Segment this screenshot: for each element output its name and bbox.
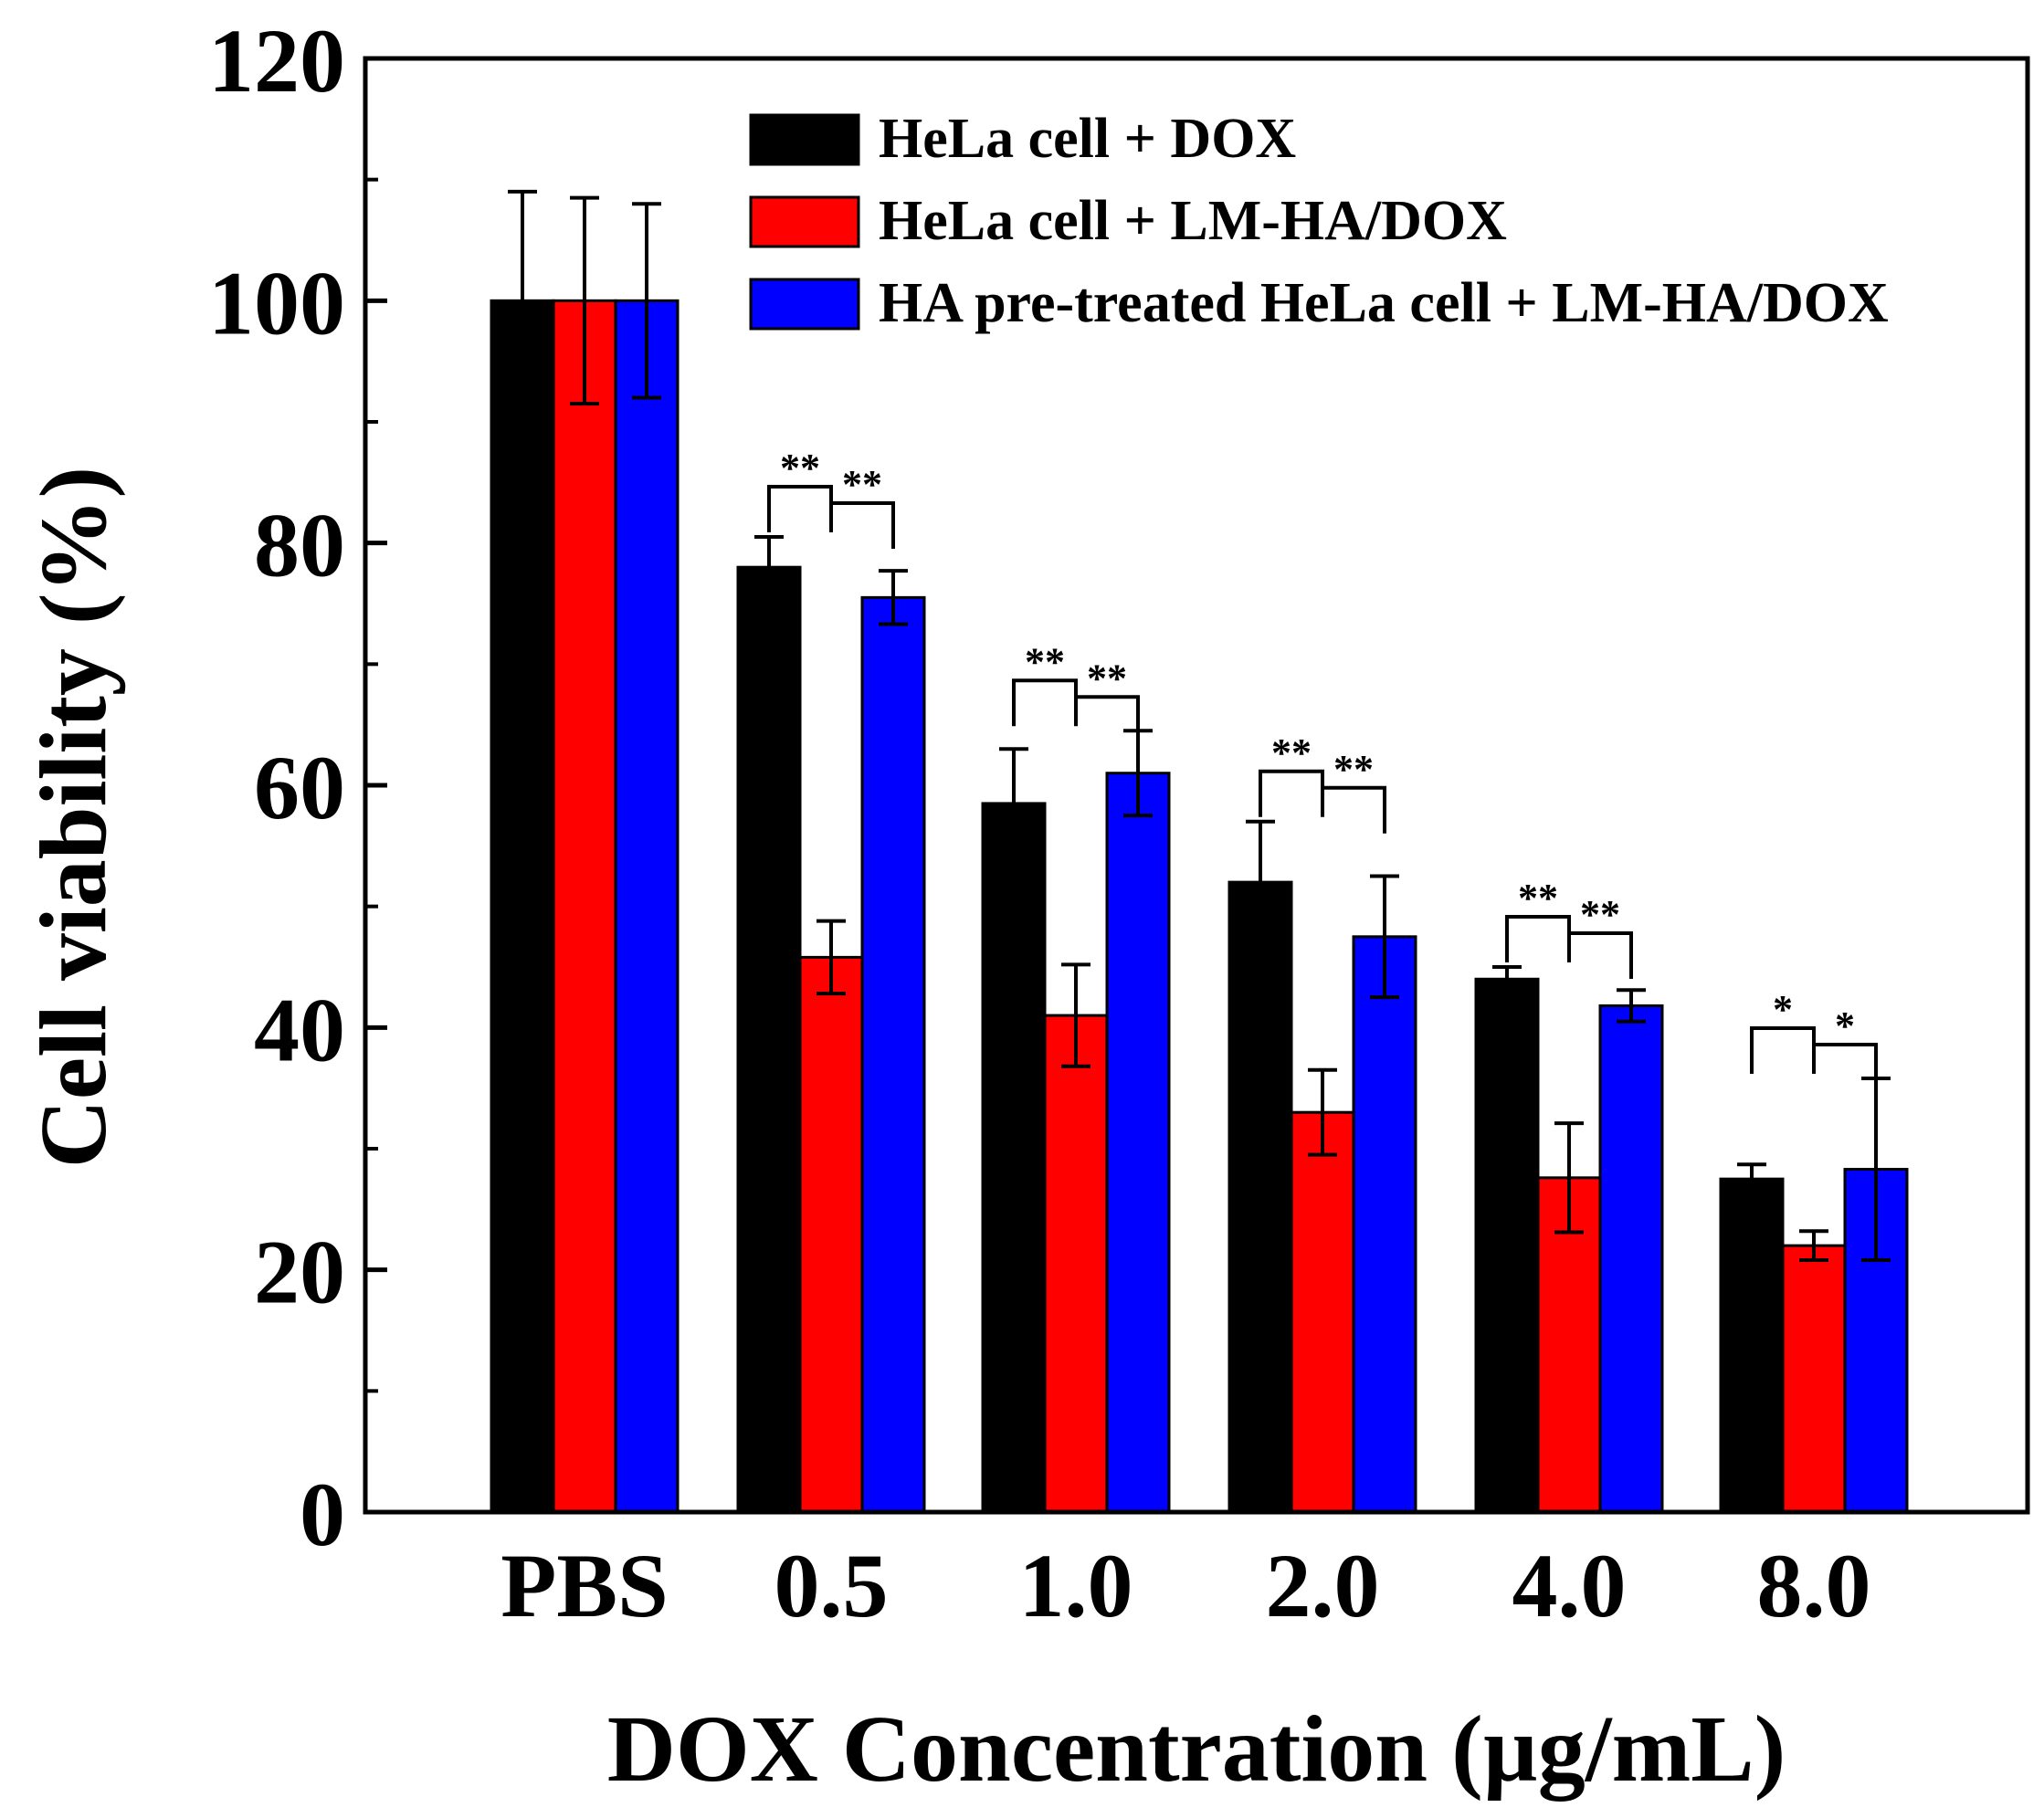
legend-swatch — [749, 278, 860, 331]
legend-item-2: HeLa cell + LM-HA/DOX — [749, 190, 1507, 252]
bar-3-0.5 — [860, 595, 926, 1514]
bracket-right — [1322, 785, 1386, 834]
bar-3-PBS — [614, 299, 680, 1514]
significance-label-left: ** — [1271, 730, 1312, 775]
bracket-left — [1259, 769, 1324, 817]
bar-2-PBS — [552, 299, 617, 1514]
bar-1-8.0 — [1719, 1177, 1785, 1514]
x-tick-label: 0.5 — [774, 1535, 889, 1636]
bar-1-2.0 — [1227, 880, 1293, 1514]
error-bar-1-1.0 — [999, 747, 1028, 860]
significance-label-left: ** — [1518, 876, 1558, 920]
y-tick-label: 60 — [254, 737, 345, 838]
legend: HeLa cell + DOX HeLa cell + LM-HA/DOX HA p… — [749, 108, 1889, 334]
x-tick-label: 4.0 — [1512, 1535, 1627, 1636]
legend-label: HeLa cell + DOX — [879, 108, 1296, 170]
y-tick-label: 20 — [254, 1222, 345, 1323]
bar-3-4.0 — [1598, 1004, 1664, 1514]
significance-label-left: ** — [780, 446, 820, 490]
bar-1-PBS — [490, 299, 555, 1514]
significance-label-left: * — [1773, 987, 1793, 1032]
legend-swatch — [749, 113, 860, 166]
y-tick-label: 100 — [208, 252, 345, 353]
error-bar-1-8.0 — [1737, 1162, 1766, 1196]
bracket-left — [767, 485, 833, 533]
x-tick-label: 2.0 — [1266, 1535, 1380, 1636]
significance-bracket-8.0: * * — [1750, 987, 1878, 1091]
significance-label-right: ** — [1087, 656, 1127, 700]
significance-bracket-1.0: ** ** — [1012, 639, 1140, 743]
bar-2-8.0 — [1781, 1244, 1847, 1514]
bracket-left — [1012, 678, 1078, 727]
x-tick-label: 8.0 — [1757, 1535, 1871, 1636]
significance-label-right: * — [1835, 1004, 1855, 1048]
y-tick-label: 40 — [254, 979, 345, 1080]
error-bar-3-PBS — [632, 202, 661, 400]
error-bar-1-0.5 — [754, 535, 784, 600]
x-axis-label: DOX Concentration (µg/mL) — [607, 1697, 1786, 1802]
bar-2-0.5 — [798, 955, 864, 1514]
bracket-right — [1076, 695, 1140, 743]
error-bar-1-4.0 — [1492, 965, 1522, 993]
bar-1-0.5 — [736, 565, 802, 1514]
error-bar-2-0.5 — [817, 919, 846, 996]
bar-3-2.0 — [1352, 935, 1417, 1514]
y-tick-label: 80 — [254, 495, 345, 596]
legend-label: HA pre-treated HeLa cell + LM-HA/DOX — [879, 272, 1889, 334]
significance-label-right: ** — [1333, 747, 1374, 792]
bracket-right — [1814, 1043, 1878, 1091]
y-tick-label: 0 — [300, 1464, 345, 1565]
significance-label-right: ** — [842, 462, 882, 507]
error-bar-2-4.0 — [1554, 1121, 1584, 1235]
bracket-left — [1505, 915, 1571, 962]
bar-1-4.0 — [1474, 977, 1540, 1514]
bracket-left — [1750, 1026, 1816, 1075]
bracket-right — [831, 501, 895, 550]
significance-label-left: ** — [1025, 639, 1065, 684]
error-bar-3-4.0 — [1617, 988, 1646, 1024]
error-bar-2-PBS — [570, 195, 599, 406]
error-bar-3-0.5 — [879, 569, 908, 626]
bar-2-1.0 — [1043, 1014, 1109, 1514]
error-bar-1-PBS — [508, 189, 537, 412]
chart-marks: ** **** **** **** *** * — [490, 189, 1909, 1514]
significance-bracket-2.0: ** ** — [1259, 730, 1386, 834]
bar-1-1.0 — [981, 802, 1047, 1514]
error-bar-1-2.0 — [1246, 819, 1275, 945]
significance-bracket-4.0: ** ** — [1505, 876, 1633, 979]
legend-item-1: HeLa cell + DOX — [749, 108, 1296, 170]
bracket-right — [1569, 931, 1633, 979]
significance-label-right: ** — [1580, 892, 1620, 937]
legend-swatch — [749, 195, 860, 248]
bar-3-1.0 — [1105, 772, 1171, 1514]
legend-label: HeLa cell + LM-HA/DOX — [879, 190, 1507, 252]
y-axis-label: Cell viability (%) — [21, 467, 126, 1168]
error-bar-2-2.0 — [1308, 1067, 1337, 1157]
error-bar-2-8.0 — [1799, 1229, 1828, 1263]
y-tick-label: 120 — [208, 10, 345, 111]
significance-bracket-0.5: ** ** — [767, 446, 895, 550]
error-bar-2-1.0 — [1061, 962, 1090, 1068]
chart-axes: 0 20 40 60 80 100 120 PBS 0.5 1.0 2.0 4.0 8.0 — [208, 10, 1871, 1636]
x-tick-label: PBS — [500, 1535, 668, 1636]
legend-item-3: HA pre-treated HeLa cell + LM-HA/DOX — [749, 272, 1889, 334]
error-bar-3-2.0 — [1370, 874, 1399, 1000]
x-tick-label: 1.0 — [1019, 1535, 1133, 1636]
bar-2-2.0 — [1290, 1110, 1355, 1514]
